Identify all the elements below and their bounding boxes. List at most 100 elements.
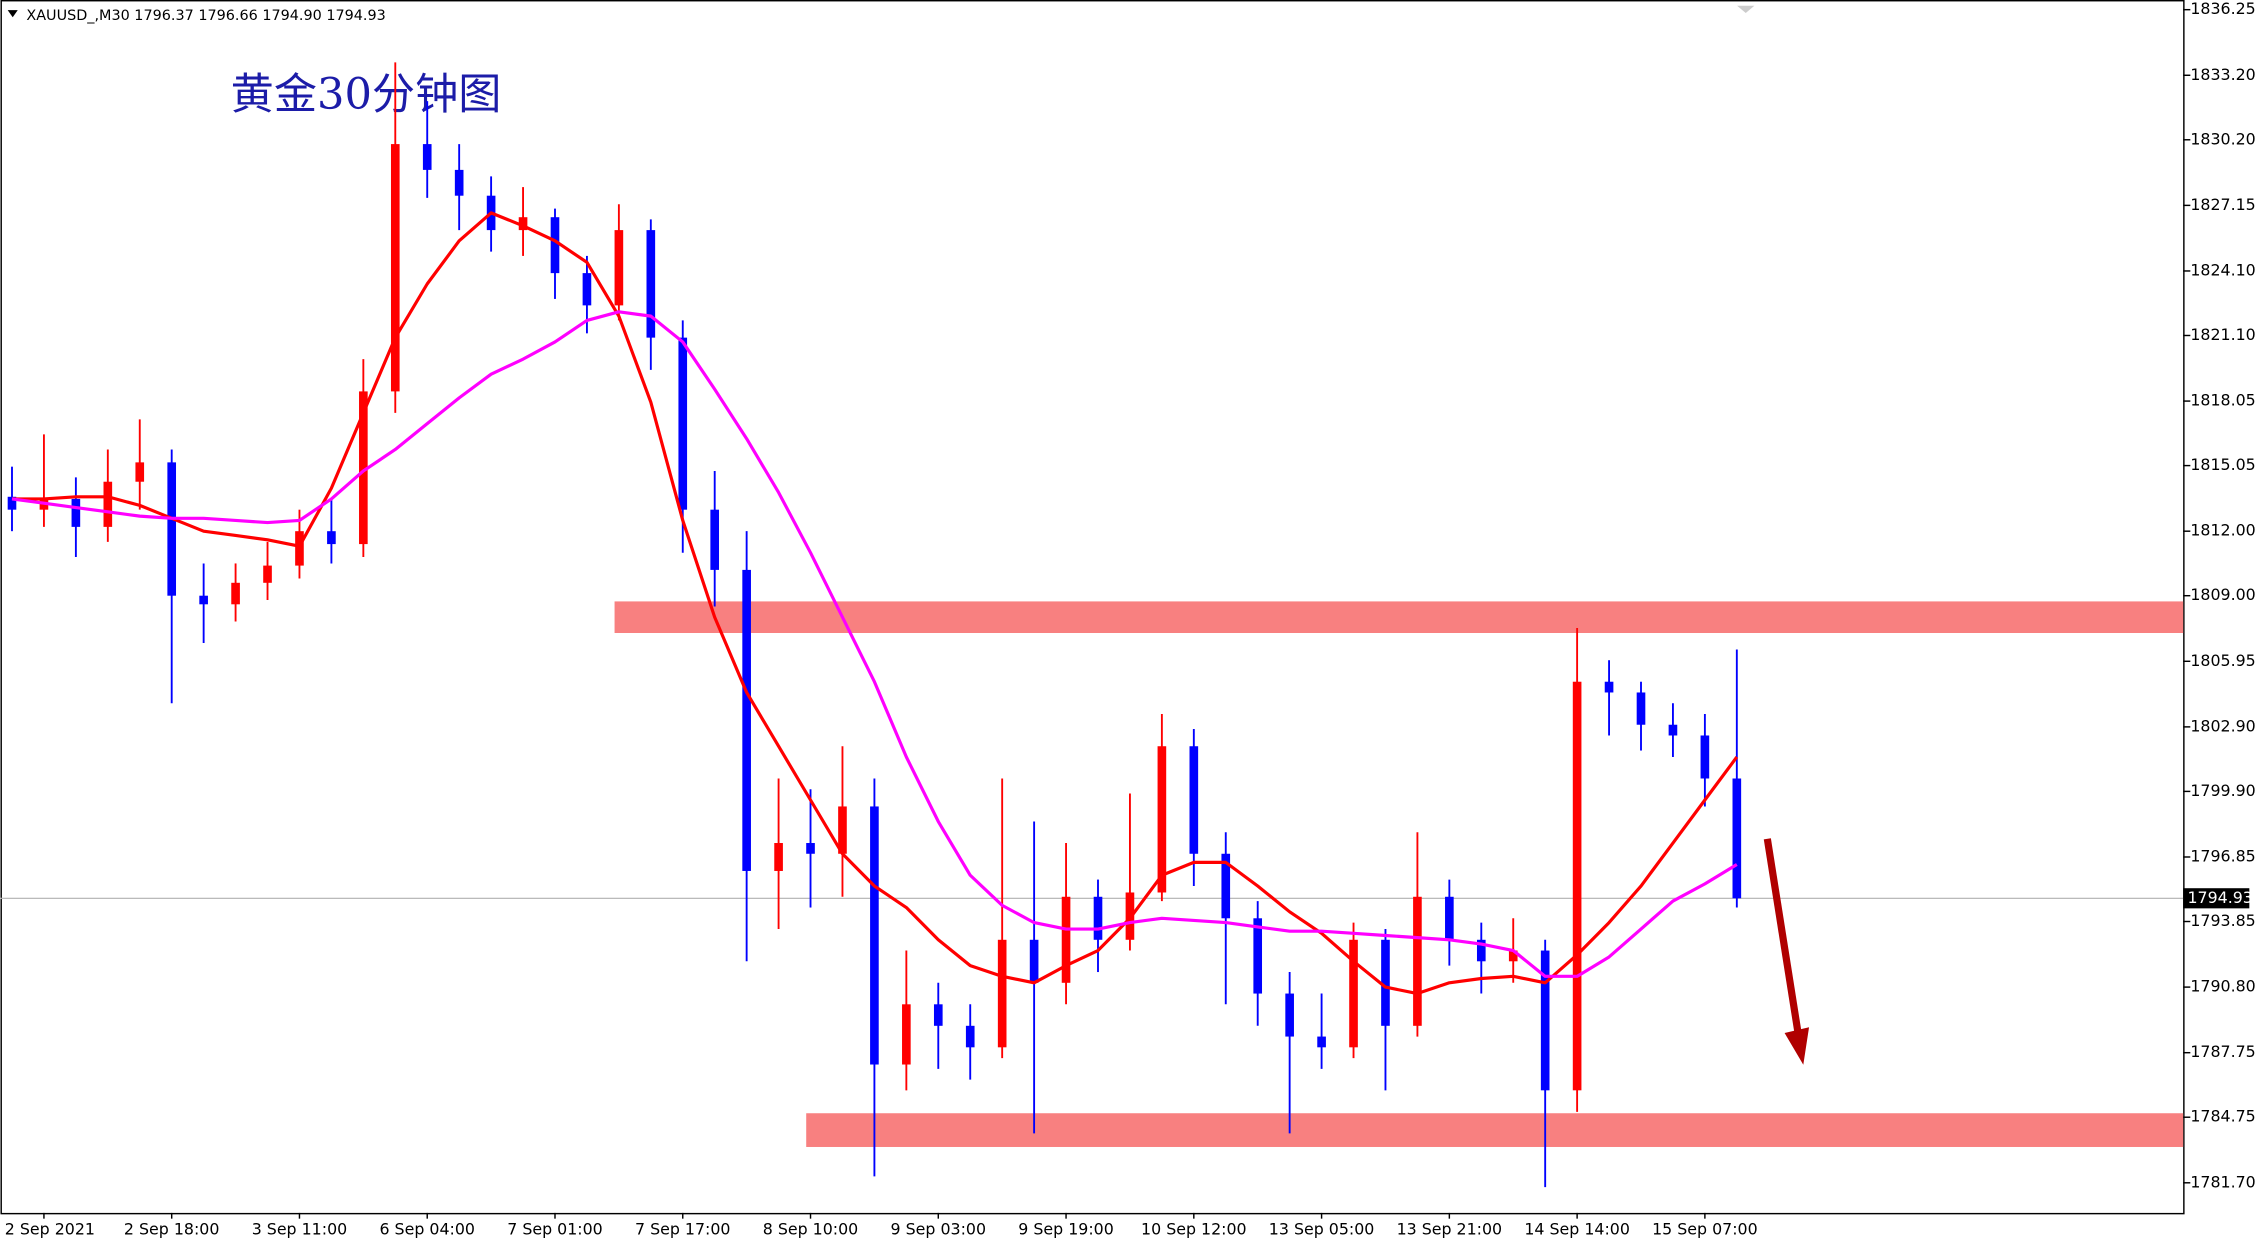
y-tick-label: 1815.05	[2190, 455, 2255, 474]
candle-body	[1445, 896, 1454, 940]
x-tick-label: 3 Sep 11:00	[252, 1220, 348, 1239]
candle-body	[422, 144, 432, 170]
x-tick-label: 7 Sep 17:00	[635, 1220, 731, 1239]
arrow-head	[1784, 1027, 1810, 1065]
candle-body	[454, 169, 464, 196]
candle-body	[359, 391, 368, 545]
y-tick-label: 1836.25	[2190, 0, 2255, 18]
candle-body	[646, 230, 656, 338]
candle-body	[518, 217, 528, 231]
y-tick-label: 1827.15	[2190, 195, 2255, 214]
x-tick-label: 10 Sep 12:00	[1141, 1220, 1247, 1239]
candle-body	[1157, 746, 1167, 893]
x-tick-label: 6 Sep 04:00	[379, 1220, 475, 1239]
plot-layer	[0, 62, 2184, 1188]
candle-body	[1189, 746, 1199, 854]
y-tick-label: 1787.75	[2190, 1042, 2255, 1061]
y-tick-label: 1793.85	[2190, 911, 2255, 930]
x-tick-label: 2 Sep 18:00	[124, 1220, 219, 1239]
candle-body	[1668, 724, 1678, 736]
y-tick-label: 1802.90	[2190, 716, 2255, 735]
y-tick-label: 1830.20	[2190, 129, 2255, 148]
x-tick-label: 15 Sep 07:00	[1652, 1220, 1758, 1239]
chart-title: 黄金30分钟图	[231, 70, 502, 120]
y-tick-label: 1809.00	[2190, 585, 2255, 604]
candle-body	[838, 806, 847, 854]
candle-body	[1476, 939, 1486, 962]
x-tick-label: 14 Sep 14:00	[1524, 1220, 1630, 1239]
candle-body	[390, 144, 400, 392]
candle-body	[582, 273, 592, 306]
y-tick-label: 1833.20	[2190, 65, 2255, 84]
candle-body	[710, 509, 720, 570]
candle-body	[327, 531, 336, 545]
candle-body	[933, 1004, 943, 1026]
candle-body	[1413, 896, 1422, 1026]
candle-body	[231, 582, 240, 605]
candle-body	[295, 531, 304, 566]
candle-body	[902, 1004, 911, 1065]
candle-body	[1317, 1036, 1326, 1048]
candle-body	[742, 569, 751, 871]
candle-body	[678, 337, 688, 510]
menu-triangle	[7, 10, 18, 18]
candle-body	[71, 498, 81, 527]
candle-body	[1572, 681, 1582, 1091]
candle-body	[550, 217, 560, 274]
candle-body	[1061, 896, 1071, 983]
candle-body	[1253, 918, 1263, 994]
candle-body	[1349, 939, 1358, 1048]
price-zone	[614, 601, 2184, 634]
x-tick-label: 9 Sep 19:00	[1018, 1220, 1113, 1239]
candle-body	[263, 565, 272, 583]
x-tick-label: 13 Sep 21:00	[1397, 1220, 1503, 1239]
y-tick-label: 1799.90	[2190, 781, 2255, 800]
arrow-shaft	[1763, 838, 1803, 1040]
candle-body	[870, 806, 879, 1065]
moving-average	[11, 310, 1738, 978]
candle-body	[1604, 681, 1614, 693]
candle-body	[1285, 993, 1294, 1037]
y-tick-label: 1812.00	[2190, 521, 2255, 540]
candle-body	[1381, 939, 1390, 1026]
candle-body	[1029, 939, 1039, 983]
candle-body	[1732, 778, 1742, 899]
candle-body	[997, 939, 1007, 1048]
candle-body	[103, 481, 113, 527]
x-tick-label: 2 Sep 2021	[5, 1220, 95, 1239]
candle-body	[1540, 950, 1550, 1091]
price-zone	[806, 1113, 2184, 1147]
y-tick-label: 1781.70	[2190, 1172, 2255, 1191]
y-tick-label: 1784.75	[2190, 1107, 2255, 1126]
y-tick-label: 1818.05	[2190, 391, 2255, 410]
candle-body	[1636, 692, 1646, 725]
candle-body	[774, 843, 783, 871]
candle-body	[1093, 896, 1103, 940]
candle-body	[135, 462, 145, 482]
candle-body	[199, 595, 208, 605]
candle-body	[7, 496, 17, 510]
candle-body	[1221, 853, 1231, 919]
x-tick-label: 7 Sep 01:00	[507, 1220, 603, 1239]
scroll-marker	[1737, 5, 1755, 13]
moving-average	[11, 211, 1739, 996]
y-tick-label: 1790.80	[2190, 977, 2255, 996]
last-price-label: 1794.93	[2187, 888, 2252, 907]
candle-body	[806, 843, 815, 854]
candle-body	[167, 462, 177, 596]
candle-body	[965, 1025, 975, 1048]
y-tick-label: 1796.85	[2190, 846, 2255, 865]
x-tick-label: 9 Sep 03:00	[891, 1220, 987, 1239]
y-tick-label: 1805.95	[2190, 651, 2255, 670]
x-tick-label: 13 Sep 05:00	[1269, 1220, 1375, 1239]
y-tick-label: 1824.10	[2190, 260, 2255, 279]
header: XAUUSD_,M30 1796.37 1796.66 1794.90 1794…	[26, 8, 385, 24]
y-tick-label: 1821.10	[2190, 325, 2255, 344]
candle-body	[614, 230, 624, 306]
last-price-box	[2183, 888, 2250, 909]
candle-body	[1700, 735, 1710, 779]
x-tick-label: 8 Sep 10:00	[763, 1220, 859, 1239]
candle-body	[1508, 950, 1518, 962]
